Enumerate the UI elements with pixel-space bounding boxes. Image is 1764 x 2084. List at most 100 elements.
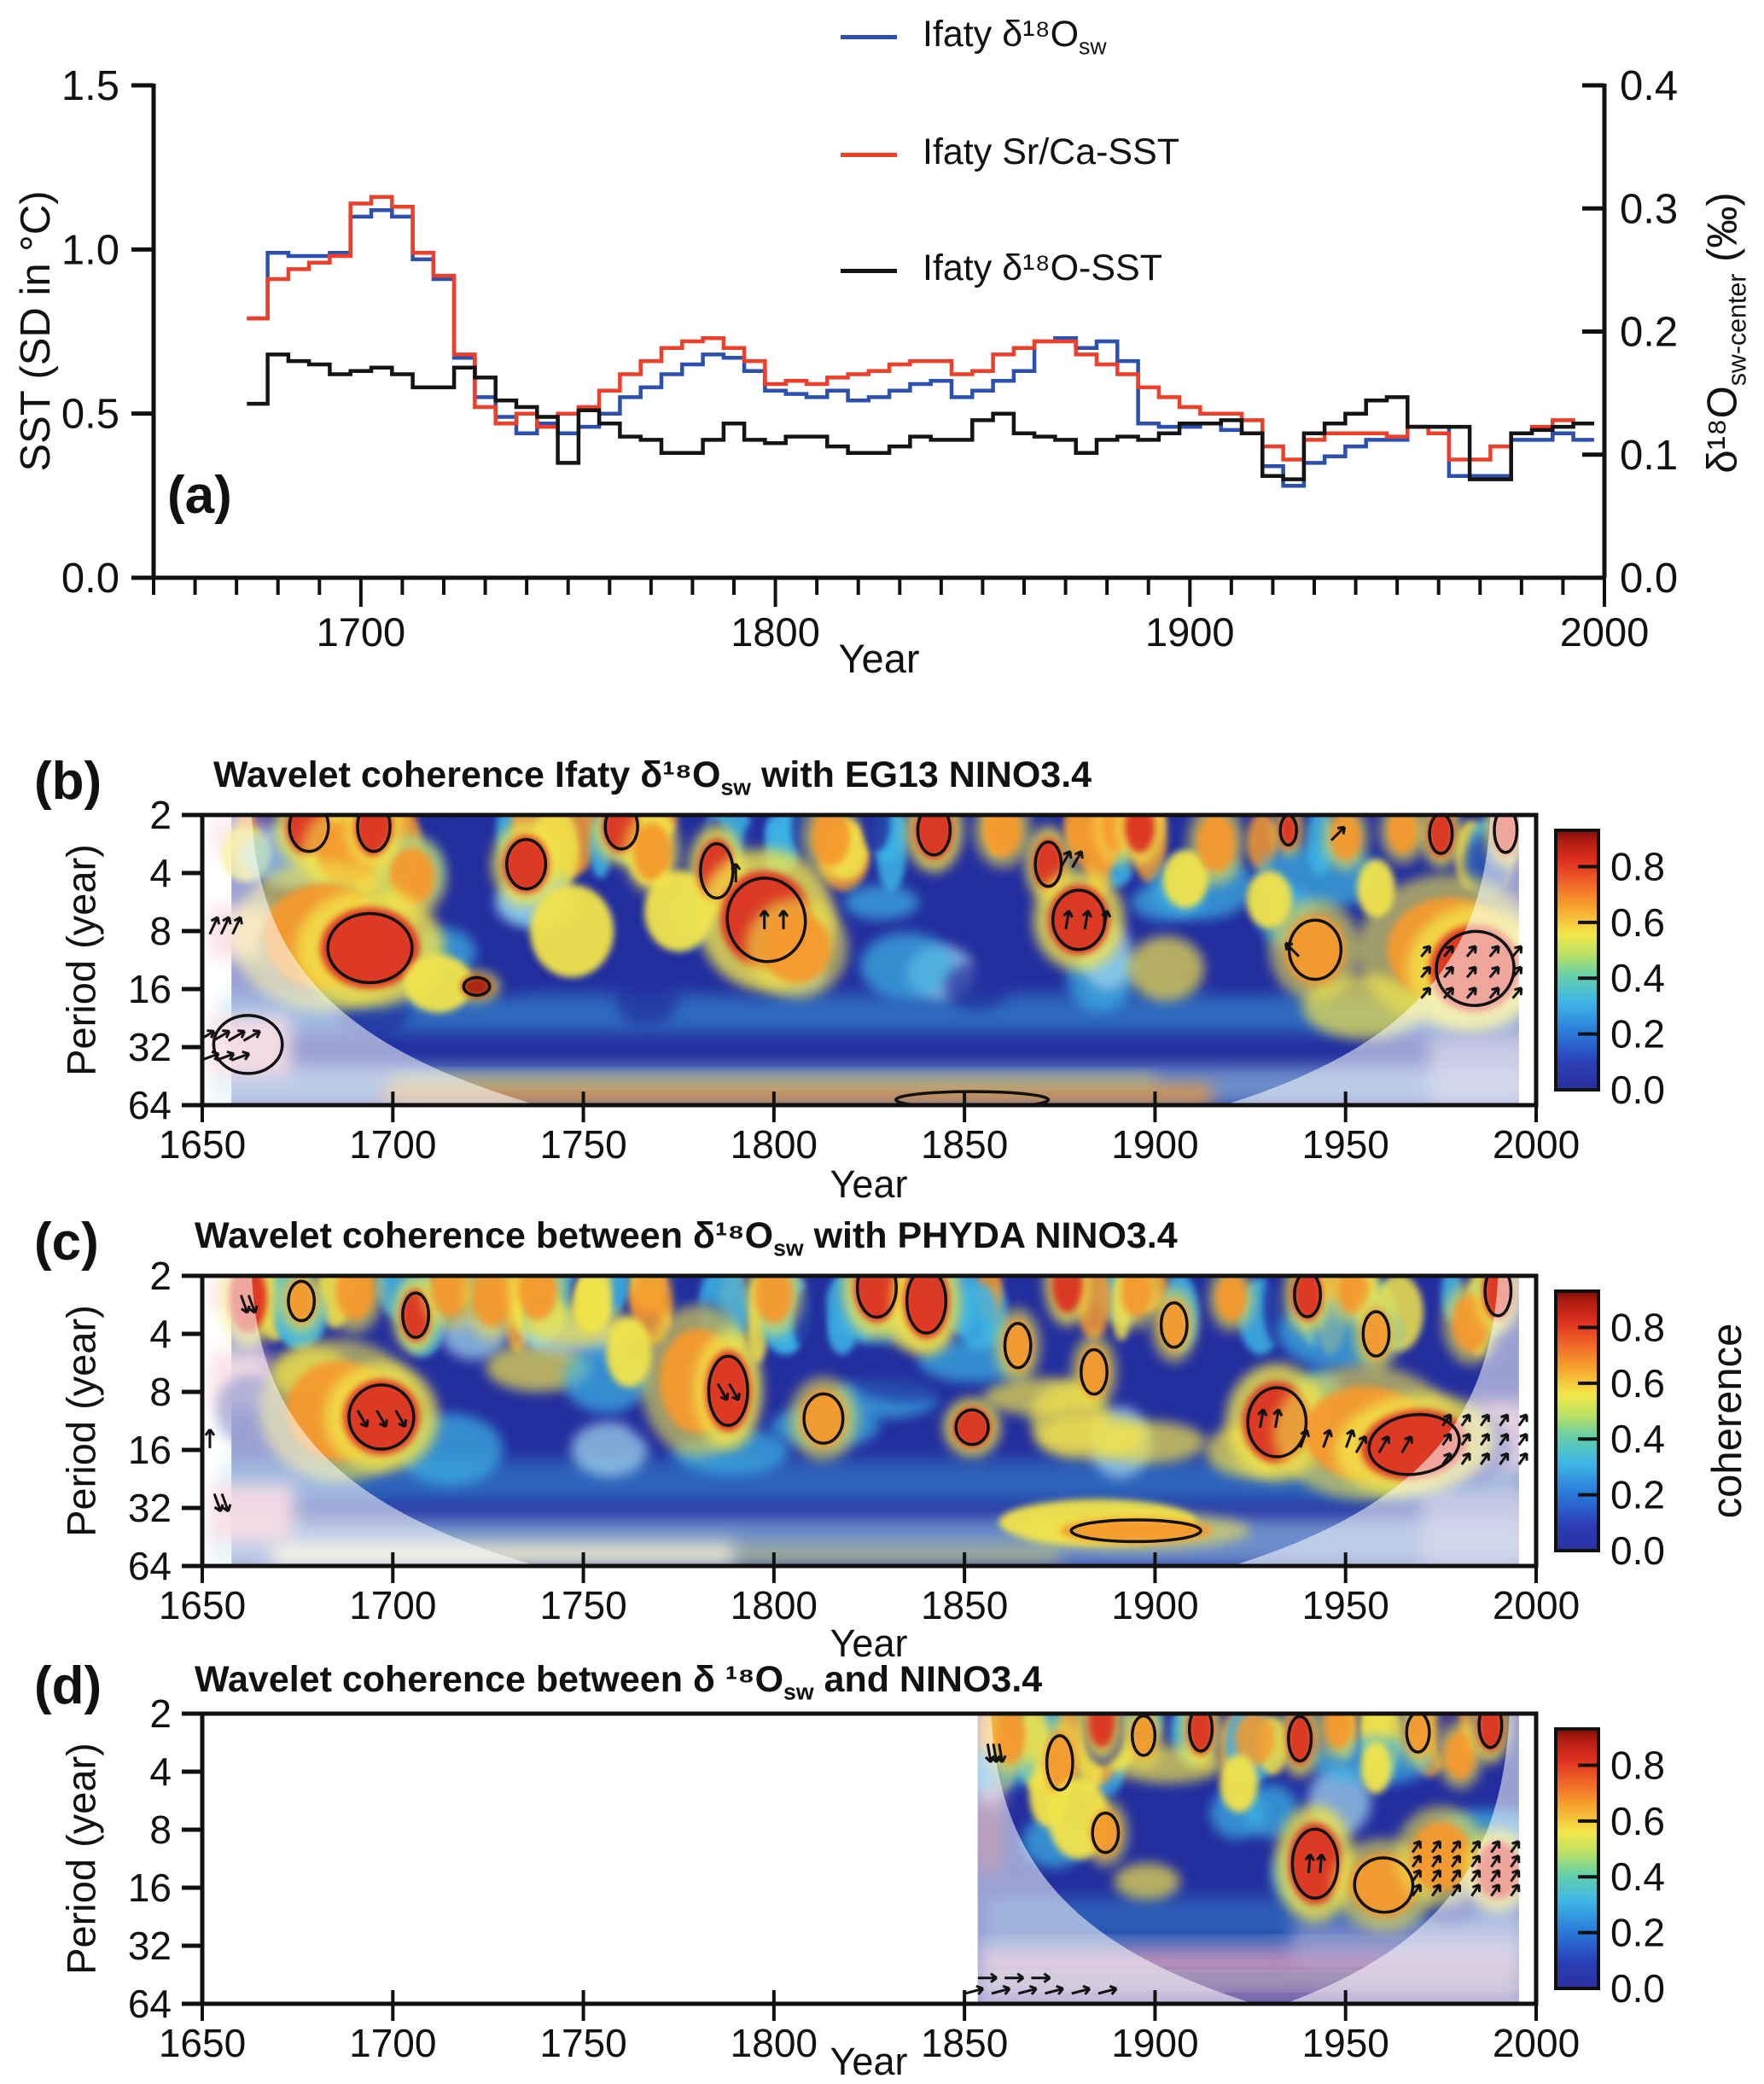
texture-blob <box>944 962 1010 1011</box>
significance-contour <box>1130 1714 1157 1757</box>
arrow-glyph <box>1490 1869 1501 1883</box>
phase-arrow <box>728 1383 741 1401</box>
x-tick-label: 2000 <box>1493 1122 1580 1167</box>
heatmap-blob <box>606 1318 652 1388</box>
legend-line-blue <box>841 34 897 39</box>
phase-arrow <box>1272 1408 1284 1429</box>
arrow-glyph <box>1004 1972 1025 1983</box>
heatmap-blob <box>812 815 851 866</box>
phase-arrow <box>1420 987 1432 999</box>
arrow-glyph <box>1510 1840 1521 1854</box>
coi-left <box>977 1714 1255 2004</box>
arrow-glyph <box>1257 1408 1268 1429</box>
phase-arrow <box>996 1743 1007 1764</box>
arrow-glyph <box>1510 1869 1521 1883</box>
heatmap-blob <box>1246 870 1293 929</box>
phase-arrow <box>1490 1854 1501 1868</box>
x-tick-label: 1800 <box>731 1122 818 1167</box>
heatmap-blob <box>503 835 550 894</box>
phase-arrow <box>1499 1452 1510 1465</box>
legend-item-srca-sst: Ifaty Sr/Ca-SST <box>841 131 1179 178</box>
heatmap-blob <box>1090 1809 1121 1856</box>
arrow-glyph <box>1400 1435 1413 1453</box>
arrow-glyph <box>1451 1883 1462 1897</box>
panel-b-letter: (b) <box>34 752 102 811</box>
phase-arrow <box>1517 1413 1528 1427</box>
arrow-glyph <box>1460 1452 1471 1465</box>
heatmap-blob <box>1079 1345 1109 1399</box>
phase-arrow <box>1479 1452 1490 1465</box>
phase-arrow <box>1465 945 1477 958</box>
heatmap-d <box>202 1714 1536 2004</box>
phase-arrow <box>1284 941 1301 958</box>
left-tick-label: 0.5 <box>61 392 119 438</box>
phase-arrow <box>1451 1883 1462 1897</box>
phase-arrow <box>219 916 232 935</box>
arrow-glyph <box>1330 825 1347 841</box>
arrow-glyph <box>230 1051 251 1062</box>
x-tick-label: 1750 <box>539 2021 626 2065</box>
x-tick-label: 1850 <box>921 1122 1008 1167</box>
heatmap-blob <box>473 1276 511 1327</box>
arrow-glyph <box>1441 1432 1453 1447</box>
colorbar-tick-label: 0.6 <box>1610 1361 1665 1406</box>
phase-arrow <box>1315 1853 1327 1873</box>
arrow-glyph <box>1470 1869 1482 1883</box>
phase-arrow <box>356 1409 370 1429</box>
left-tick-label: 1.5 <box>61 63 119 109</box>
phase-arrow <box>1345 1429 1356 1448</box>
legend-label: Ifaty Sr/Ca-SST <box>923 131 1180 172</box>
significance-contour <box>725 876 807 963</box>
arrow-glyph <box>1377 1435 1391 1453</box>
panel-c-title: Wavelet coherence between δ¹⁸Osw with PH… <box>195 1215 1178 1261</box>
legend-label: Ifaty δ¹⁸O-SST <box>923 247 1162 288</box>
x-tick-label: 2000 <box>1493 2021 1580 2065</box>
heatmap-blob <box>1360 1741 1392 1794</box>
heatmap-blob <box>1048 885 1109 955</box>
arrow-glyph <box>220 1493 232 1513</box>
panel-b-title: Wavelet coherence Ifaty δ¹⁸Osw with EG13… <box>213 754 1092 800</box>
phase-arrow <box>1451 1854 1462 1868</box>
arrow-glyph <box>239 1295 251 1314</box>
heatmap-blob <box>1220 1754 1259 1813</box>
significance-contour <box>212 1014 284 1075</box>
phase-arrow <box>1420 945 1432 958</box>
significance-contour <box>287 1279 317 1323</box>
plot-frame <box>200 812 1539 1108</box>
arrow-glyph <box>1299 1429 1311 1448</box>
heatmap-blob <box>530 884 614 978</box>
phase-arrow <box>1411 1854 1422 1868</box>
significance-contour <box>1405 1714 1431 1754</box>
panel-c-letter: (c) <box>34 1213 99 1272</box>
no-data-mask <box>202 1714 978 2004</box>
panel-a-left-axis-title: SST (SD in °C) <box>13 190 59 472</box>
phase-arrow <box>1101 909 1112 929</box>
arrow-glyph <box>1479 1432 1490 1447</box>
x-tick-label: 1900 <box>1111 1122 1198 1167</box>
coi-left <box>202 1276 538 1566</box>
arrow-glyph <box>1430 1840 1441 1854</box>
heatmap-blob <box>1337 1276 1369 1315</box>
arrow-glyph <box>1479 1452 1490 1465</box>
arrow-glyph <box>394 1409 408 1429</box>
arrow-glyph <box>1442 987 1454 999</box>
arrow-glyph <box>759 910 770 929</box>
arrow-glyph <box>1490 1854 1501 1868</box>
phase-arrow <box>1441 1413 1453 1427</box>
significance-contour <box>1428 815 1454 855</box>
arrow-glyph <box>1470 1883 1482 1897</box>
heatmap-blob <box>903 1276 950 1339</box>
arrow-glyph <box>1430 1883 1441 1897</box>
phase-arrow <box>991 1984 1011 1995</box>
heatmap-blob <box>1059 1517 1213 1544</box>
phase-arrow <box>212 1493 224 1513</box>
right-tick-label: 0.4 <box>1620 63 1678 109</box>
arrow-glyph <box>1101 909 1112 929</box>
arrow-glyph <box>964 1984 985 1995</box>
phase-arrow <box>1465 987 1477 999</box>
significance-contour <box>1293 1276 1322 1319</box>
x-tick-label: 1700 <box>317 609 406 655</box>
x-tick-label: 1750 <box>539 1122 626 1167</box>
colorbar-tick-label: 0.6 <box>1610 1799 1665 1843</box>
